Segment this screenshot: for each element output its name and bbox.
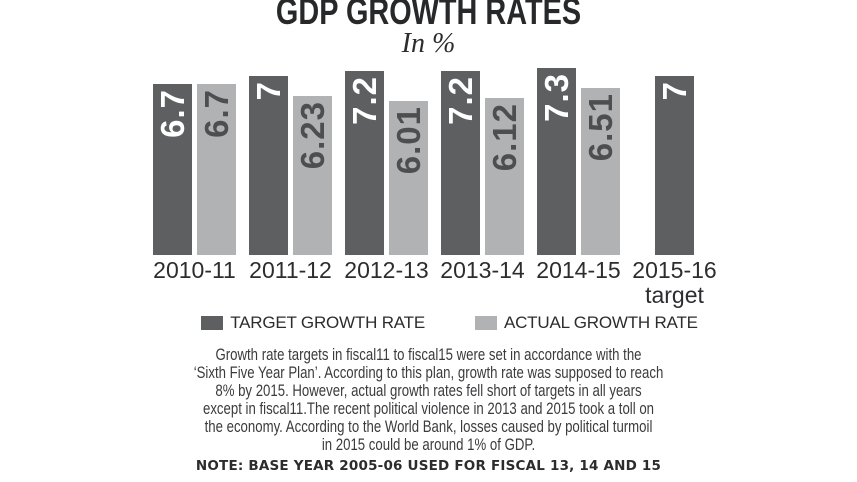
description-line: except in fiscal11.The recent political … — [202, 399, 655, 418]
target-bar: 7.3 — [537, 68, 576, 255]
bar-chart: 6.7 6.7 2010-11 7 6.23 2011-12 7.2 6.01 2012-13 7… — [6, 60, 857, 308]
category-label-line: 2011-12 — [249, 257, 332, 283]
bar-group: 7.3 6.51 2014-15 — [536, 60, 621, 283]
actual-bar: 6.12 — [485, 98, 524, 255]
bar-value-label: 6.12 — [486, 103, 523, 172]
bar-group: 7 2015-16 target — [632, 60, 717, 308]
description-line: in 2015 could be around 1% of GDP. — [321, 435, 536, 454]
legend-label-actual: ACTUAL GROWTH RATE — [503, 313, 698, 332]
target-bar: 7.2 — [345, 70, 384, 255]
bar-value-label: 6.51 — [582, 93, 619, 162]
actual-bar: 6.23 — [293, 95, 332, 255]
actual-bar: 6.01 — [389, 101, 428, 255]
category-label-line: 2015-16 — [632, 257, 717, 283]
bar-group: 7.2 6.12 2013-14 — [440, 60, 525, 283]
target-bar: 7 — [249, 75, 288, 255]
bar-group: 6.7 6.7 2010-11 — [153, 60, 236, 283]
category-label: 2013-14 — [440, 258, 524, 283]
actual-bar: 6.51 — [581, 88, 620, 255]
bar-value-label: 6.23 — [294, 100, 331, 169]
category-label-line: 2014-15 — [536, 257, 621, 283]
description-line: Growth rate targets in fiscal11 to fisca… — [215, 346, 642, 364]
bar-value-label: 7 — [656, 80, 693, 101]
legend-item-target: TARGET GROWTH RATE — [201, 313, 425, 333]
actual-growth-swatch — [474, 316, 497, 330]
bar-value-label: 7.3 — [538, 73, 575, 122]
target-bar: 7 — [655, 75, 694, 255]
actual-bar: 6.7 — [197, 83, 236, 255]
description-line: ‘Sixth Five Year Plan’. According to thi… — [193, 363, 664, 382]
bar-value-label: 6.7 — [198, 88, 235, 138]
target-growth-swatch — [201, 316, 224, 330]
chart-legend: TARGET GROWTH RATE ACTUAL GROWTH RATE — [21, 313, 857, 333]
category-label: 2011-12 — [249, 258, 332, 283]
bar-value-label: 7.2 — [442, 75, 479, 125]
description-line: 8% by 2015. However, actual growth rates… — [215, 381, 642, 400]
category-label-line: 2012-13 — [344, 257, 429, 283]
category-label-line: 2010-11 — [153, 257, 236, 283]
bar-group: 7.2 6.01 2012-13 — [344, 60, 429, 283]
chart-subtitle: In % — [401, 28, 456, 59]
bar-group: 7 6.23 2011-12 — [249, 60, 332, 283]
description-line: the economy. According to the World Bank… — [204, 417, 653, 436]
bar-value-label: 7 — [250, 80, 287, 101]
category-label: 2014-15 — [536, 258, 620, 283]
description-text: Growth rate targets in fiscal11 to fisca… — [86, 346, 772, 454]
chart-title: GDP GROWTH RATES — [275, 0, 582, 32]
category-label-line: target — [645, 282, 704, 308]
bar-value-label: 6.01 — [390, 106, 427, 175]
target-bar: 7.2 — [441, 70, 480, 255]
bar-value-label: 7.2 — [346, 75, 383, 125]
category-label: 2012-13 — [344, 258, 428, 283]
category-label: 2015-16 target — [632, 258, 716, 308]
category-label-line: 2013-14 — [440, 257, 525, 283]
legend-item-actual: ACTUAL GROWTH RATE — [474, 313, 698, 333]
category-label: 2010-11 — [153, 258, 236, 283]
legend-label-target: TARGET GROWTH RATE — [230, 313, 425, 332]
footnote: NOTE: BASE YEAR 2005-06 USED FOR FISCAL … — [195, 458, 662, 474]
bar-value-label: 6.7 — [154, 88, 191, 138]
target-bar: 6.7 — [153, 83, 192, 255]
